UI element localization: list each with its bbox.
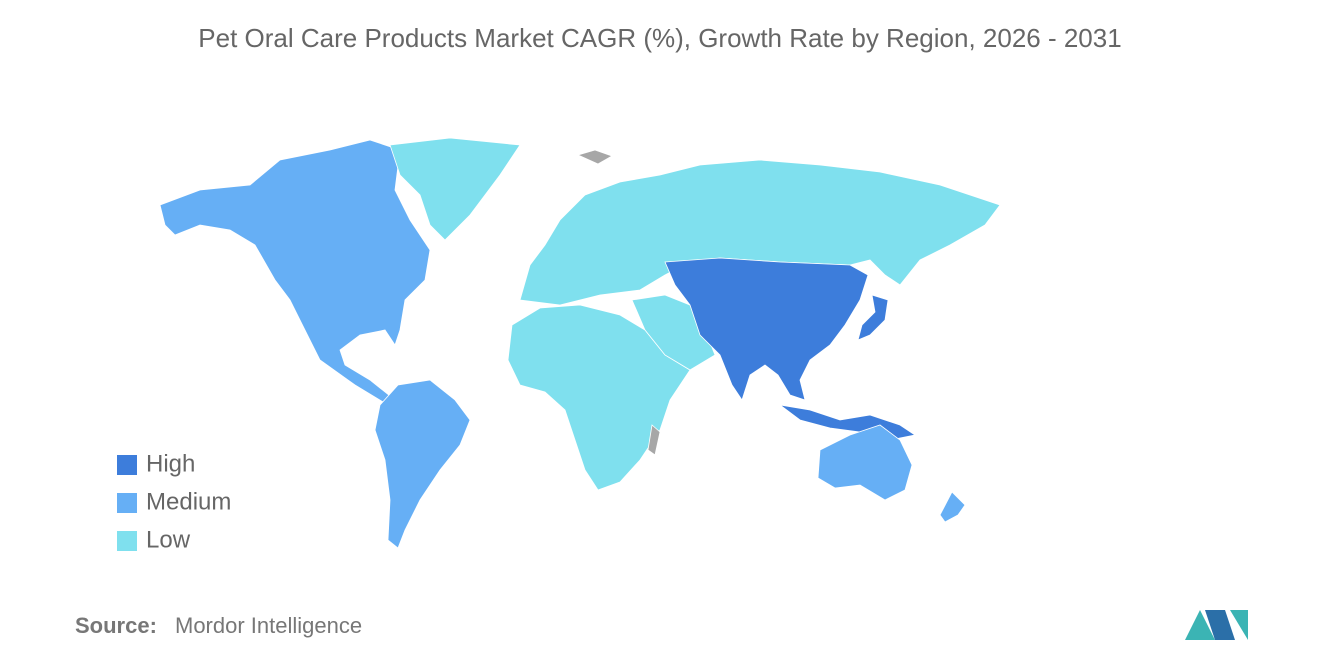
japan <box>857 294 889 341</box>
source-text: Mordor Intelligence <box>175 613 362 638</box>
south-america <box>374 379 471 549</box>
legend-swatch <box>117 493 137 513</box>
legend-label: Low <box>146 526 191 553</box>
southeast-asia-islands <box>779 404 917 441</box>
legend-label: High <box>146 450 195 477</box>
asia <box>664 257 869 401</box>
world-map <box>159 137 1001 549</box>
source-label: Source: <box>75 613 157 638</box>
north-america <box>159 139 431 406</box>
legend: High Medium Low <box>117 450 231 553</box>
australia <box>817 424 913 501</box>
legend-label: Medium <box>146 488 231 515</box>
legend-swatch <box>117 455 137 475</box>
legend-swatch <box>117 531 137 551</box>
greenland <box>389 137 521 241</box>
title: Pet Oral Care Products Market CAGR (%), … <box>198 23 1121 53</box>
no-data-madagascar <box>647 424 661 456</box>
new-zealand <box>939 491 966 523</box>
logo <box>1185 610 1248 640</box>
no-data-svalbard <box>576 149 613 165</box>
africa <box>507 304 691 491</box>
